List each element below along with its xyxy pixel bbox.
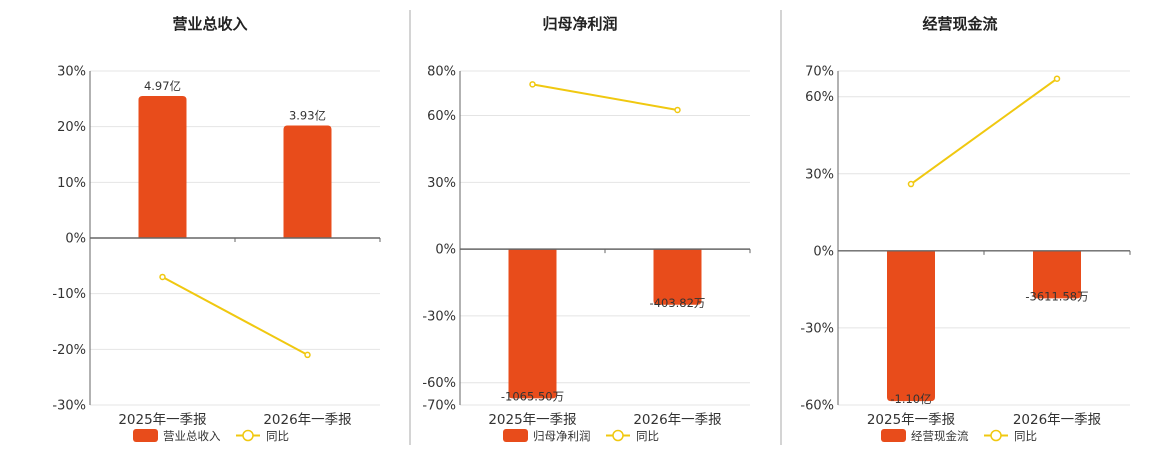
yoy-point-1 xyxy=(907,180,915,188)
x-category-label: 2025年一季报 xyxy=(488,412,576,428)
y-tick-label: -60% xyxy=(800,399,834,414)
x-category-label: 2025年一季报 xyxy=(118,412,206,428)
yoy-point-1 xyxy=(159,273,166,281)
bar-2 xyxy=(1033,250,1081,299)
legend-bar-swatch xyxy=(133,429,158,442)
bar-data-label: 3.93亿 xyxy=(289,109,326,123)
legend-line-label: 同比 xyxy=(266,429,289,443)
bar-data-label: 4.97亿 xyxy=(144,79,181,93)
y-tick-label: -10% xyxy=(52,287,86,302)
yoy-point-1 xyxy=(529,81,536,88)
chart-title: 归母净利润 xyxy=(542,15,617,33)
chart-title: 经营现金流 xyxy=(922,15,997,33)
y-tick-label: 0% xyxy=(813,244,834,259)
x-category-label: 2025年一季报 xyxy=(867,412,955,428)
yoy-line xyxy=(532,83,678,111)
y-tick-label: -30% xyxy=(52,399,86,414)
bar-data-label: -3611.58万 xyxy=(1025,289,1088,303)
chart-2: 归母净利润 80% 60% 30% 0% -30% -60% -70% -1065.50万 -40… xyxy=(422,15,751,443)
chart-title: 营业总收入 xyxy=(172,15,247,33)
y-tick-label: 10% xyxy=(57,176,86,191)
y-tick-label: 60% xyxy=(805,90,834,105)
bar-data-label: -1065.50万 xyxy=(501,389,564,403)
x-category-label: 2026年一季报 xyxy=(1013,412,1101,428)
legend-bar-label: 归母净利润 xyxy=(533,429,591,443)
y-tick-label: 80% xyxy=(427,65,456,80)
yoy-line xyxy=(910,77,1058,185)
bar-2 xyxy=(653,249,702,305)
x-category-label: 2026年一季报 xyxy=(263,412,351,428)
yoy-point-2 xyxy=(1053,75,1061,82)
bar-2 xyxy=(283,125,332,238)
y-tick-label: -70% xyxy=(422,399,456,414)
legend-line-label: 同比 xyxy=(636,429,659,443)
yoy-point-2 xyxy=(674,106,681,114)
y-tick-label: 70% xyxy=(805,65,834,80)
legend-bar-swatch xyxy=(503,429,528,442)
y-tick-label: 0% xyxy=(435,243,456,258)
y-tick-label: 60% xyxy=(427,109,456,124)
legend-line-marker xyxy=(612,429,624,442)
y-tick-label: 30% xyxy=(57,65,86,80)
y-tick-label: -30% xyxy=(422,309,456,324)
y-tick-label: 30% xyxy=(805,167,834,182)
y-tick-label: -30% xyxy=(800,321,834,336)
chart-1: 营业总收入 30% 20% 10% 0% -10% -20% -30% 4.97亿 3.93亿 20… xyxy=(52,15,381,443)
legend-bar-swatch xyxy=(881,429,906,442)
bar-data-label: -1.10亿 xyxy=(890,392,931,406)
legend-line-marker xyxy=(990,429,1002,442)
x-category-label: 2026年一季报 xyxy=(633,412,721,428)
y-tick-label: 30% xyxy=(427,176,456,191)
y-tick-label: 0% xyxy=(65,232,86,247)
y-tick-label: 20% xyxy=(57,120,86,135)
yoy-point-2 xyxy=(304,351,311,359)
bar-data-label: -403.82万 xyxy=(650,296,706,310)
legend-line-marker xyxy=(242,429,254,442)
bar-1 xyxy=(138,96,187,238)
legend-bar-label: 经营现金流 xyxy=(911,429,969,443)
bar-1 xyxy=(508,249,557,399)
y-tick-label: -60% xyxy=(422,376,456,391)
legend-bar-label: 营业总收入 xyxy=(163,429,221,443)
y-tick-label: -20% xyxy=(52,343,86,358)
yoy-line xyxy=(162,276,308,356)
legend-line-label: 同比 xyxy=(1014,429,1037,443)
chart-3: 经营现金流 70% 60% 30% 0% -30% -60% -1.10亿 -3611.58万 2… xyxy=(800,15,1131,443)
bar-1 xyxy=(887,250,935,402)
